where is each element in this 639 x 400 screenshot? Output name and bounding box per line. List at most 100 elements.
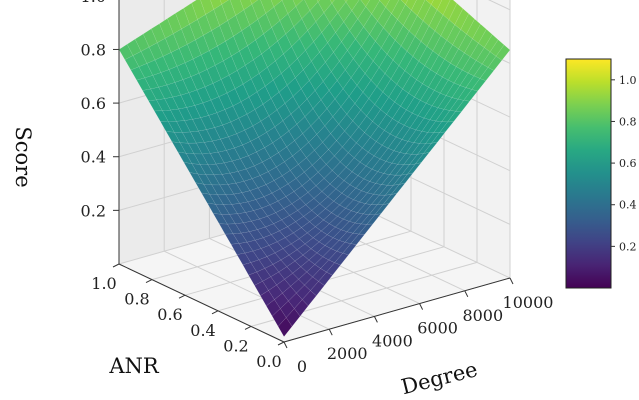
surface-patch [337,207,352,220]
surface-patch [364,60,380,81]
surface-patch [371,0,386,22]
surface-patch [381,33,396,55]
x-tick-label: 0 [297,357,307,376]
surface-patch [479,67,495,82]
surface-patch [423,105,439,121]
surface-patch [396,70,411,90]
surface-patch [380,97,395,115]
surface-patch [210,0,222,10]
surface-patch [431,92,447,109]
surface-patch [450,48,465,67]
surface-patch [292,266,307,280]
grid-line [217,246,445,312]
surface-patch [328,80,344,100]
surface-patch [320,90,336,109]
colorbar-tick-label: 0.6 [619,157,637,170]
surface-patch [218,92,234,110]
surface-patch [273,175,289,190]
surface-patch [336,130,351,148]
surface-patch [288,249,304,262]
surface-patch [312,230,328,243]
surface-patch [353,147,369,163]
surface-patch [276,279,291,294]
surface-patch [328,250,344,263]
surface-patch [342,137,357,153]
surface-patch [218,223,234,235]
surface-patch [326,98,342,118]
surface-patch [432,35,447,56]
surface-patch [357,165,373,180]
z-tick-label: 1.0 [81,0,106,6]
surface-patch [408,153,424,165]
surface-patch [310,241,326,254]
surface-patch [274,248,290,261]
surface-patch [444,44,459,64]
surface-patch [410,60,425,80]
surface-patch [322,71,338,91]
surface-patch [397,153,412,166]
surface-patch [299,30,314,51]
surface-patch [333,192,349,206]
surface-patch [231,50,246,71]
surface-patch [448,3,464,26]
z-axis-label: Score [11,126,35,187]
surface-patch [257,13,272,35]
surface-patch [305,41,320,62]
surface-patch [241,190,257,203]
surface-patch [300,142,315,158]
surface-patch [273,73,288,93]
surface-patch [325,51,340,73]
surface-patch [324,237,340,249]
colorbar-gradient [565,58,612,289]
surface-patch [304,108,320,127]
surface-patch [381,133,397,149]
surface-patch [366,213,382,225]
y-tick-label: 0.8 [124,290,149,309]
surface-patch [292,88,308,108]
surface-patch [278,266,293,280]
colorbar: 0.2 0.4 0.6 0.8 1.0 [565,58,637,289]
surface-patch [377,6,392,29]
x-tick-mark [283,341,288,349]
surface-patch [302,125,317,143]
surface-patch [397,4,412,26]
surface-patch [268,284,283,300]
surface-patch [350,65,366,86]
surface-patch [321,183,337,197]
surface-patch [365,155,381,170]
x-tick-mark [509,277,514,285]
surface-patch [314,81,330,101]
surface-patch [374,91,389,110]
surface-patch [283,203,299,216]
surface-patch [256,85,272,105]
surface-patch [284,155,299,171]
surface-patch [442,0,458,21]
grid-line [163,250,330,330]
surface-patch [156,38,172,57]
surface-patch [340,96,356,115]
surface-patch [459,72,475,88]
surface-patch [385,0,400,14]
surface-patch [441,110,457,123]
surface-patch [285,191,301,205]
y-tick-label: 0.4 [190,321,215,340]
surface-patch [354,213,370,225]
surface-patch [417,0,432,22]
surface-patch [284,96,300,115]
surface-patch [283,46,298,67]
surface-patch [288,123,303,141]
surface-patch [293,18,308,40]
x-tick-label: 6000 [417,319,458,338]
surface-patch [326,262,341,276]
surface-patch [324,116,339,134]
x-axis-label: Degree [399,357,480,399]
surface-patch [303,210,318,223]
surface-patch [270,0,283,8]
surface-patch [309,215,324,227]
surface-patch [280,254,296,267]
surface-patch [383,13,398,35]
surface-patch [318,271,333,286]
axis-line [283,277,511,343]
surface-patch [330,123,345,141]
surface-patch [210,96,226,114]
